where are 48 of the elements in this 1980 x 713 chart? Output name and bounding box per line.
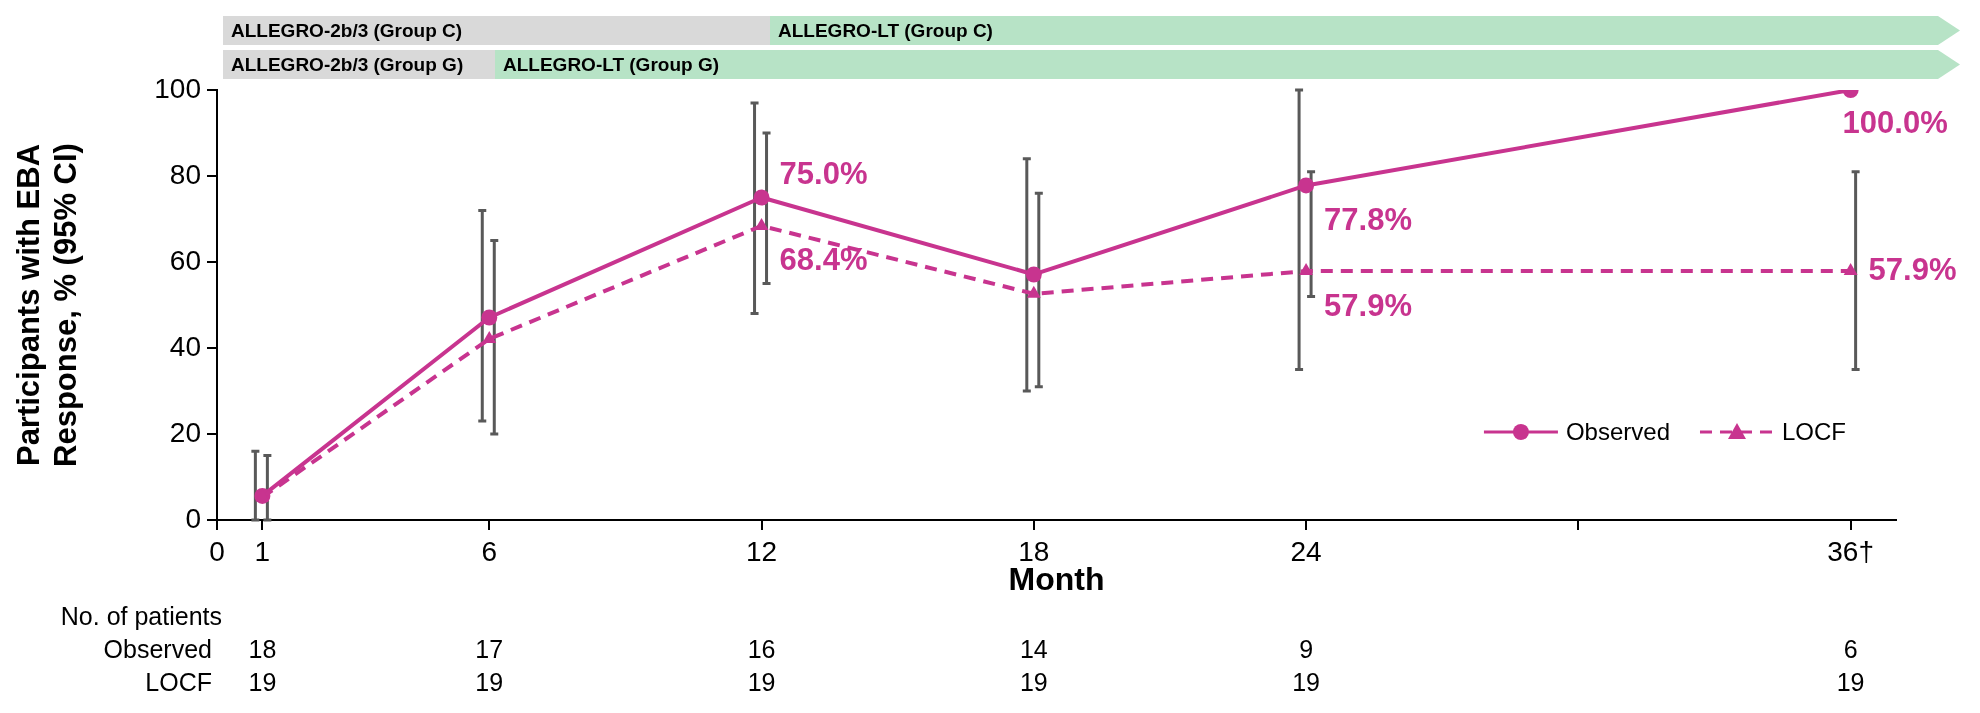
point xyxy=(1299,263,1314,276)
text: LOCF xyxy=(145,667,212,696)
y-axis-title: Participants with EBA Response, % (95% CI) xyxy=(11,143,84,467)
text: 17 xyxy=(475,634,504,663)
point xyxy=(482,330,497,343)
text: 6 xyxy=(1843,634,1858,663)
x-tick-label: 12 xyxy=(745,535,778,567)
text: No. of patients xyxy=(60,601,222,630)
x-tick-label: 24 xyxy=(1290,535,1322,567)
x-tick-label: 1 xyxy=(254,535,271,567)
y-tick-label: 80 xyxy=(169,158,201,190)
text: ALLEGRO-2b/3 (Group C) xyxy=(230,20,463,41)
text: ALLEGRO-LT (Group C) xyxy=(777,20,993,41)
text: ALLEGRO-2b/3 (Group G) xyxy=(230,54,464,75)
text: 19 xyxy=(747,667,776,696)
x-tick-label: 36† xyxy=(1827,535,1874,567)
point xyxy=(481,309,498,326)
point xyxy=(1026,285,1041,298)
legend-label: LOCF xyxy=(1781,417,1847,445)
text: 19 xyxy=(1292,667,1320,696)
y-tick-label: 100 xyxy=(154,72,201,104)
point xyxy=(1298,177,1315,194)
text: 19 xyxy=(1836,667,1865,696)
text: 14 xyxy=(1019,634,1048,663)
x-tick-label: 0 xyxy=(209,535,225,567)
text: 19 xyxy=(248,667,277,696)
point xyxy=(1025,266,1042,283)
text: 16 xyxy=(747,634,776,663)
data-label: 100.0% xyxy=(1842,104,1948,140)
text: ALLEGRO-LT (Group G) xyxy=(502,54,719,75)
legend-label: Observed xyxy=(1565,417,1670,445)
text: 19 xyxy=(475,667,504,696)
y-tick-label: 60 xyxy=(169,244,201,276)
x-tick-label: 6 xyxy=(481,535,498,567)
y-tick-label: 40 xyxy=(169,330,201,362)
data-label: 77.8% xyxy=(1324,202,1412,238)
data-label: 57.9% xyxy=(1324,287,1412,323)
point xyxy=(1843,263,1858,276)
point xyxy=(753,189,770,206)
y-tick-label: 0 xyxy=(185,502,201,534)
text: 19 xyxy=(1019,667,1048,696)
data-label: 57.9% xyxy=(1868,251,1957,287)
data-label: 68.4% xyxy=(779,242,868,278)
text: Observed xyxy=(103,634,212,663)
text: 9 xyxy=(1299,634,1314,663)
data-label: 75.0% xyxy=(779,156,868,192)
y-tick-label: 20 xyxy=(169,416,201,448)
text: 18 xyxy=(248,634,277,663)
